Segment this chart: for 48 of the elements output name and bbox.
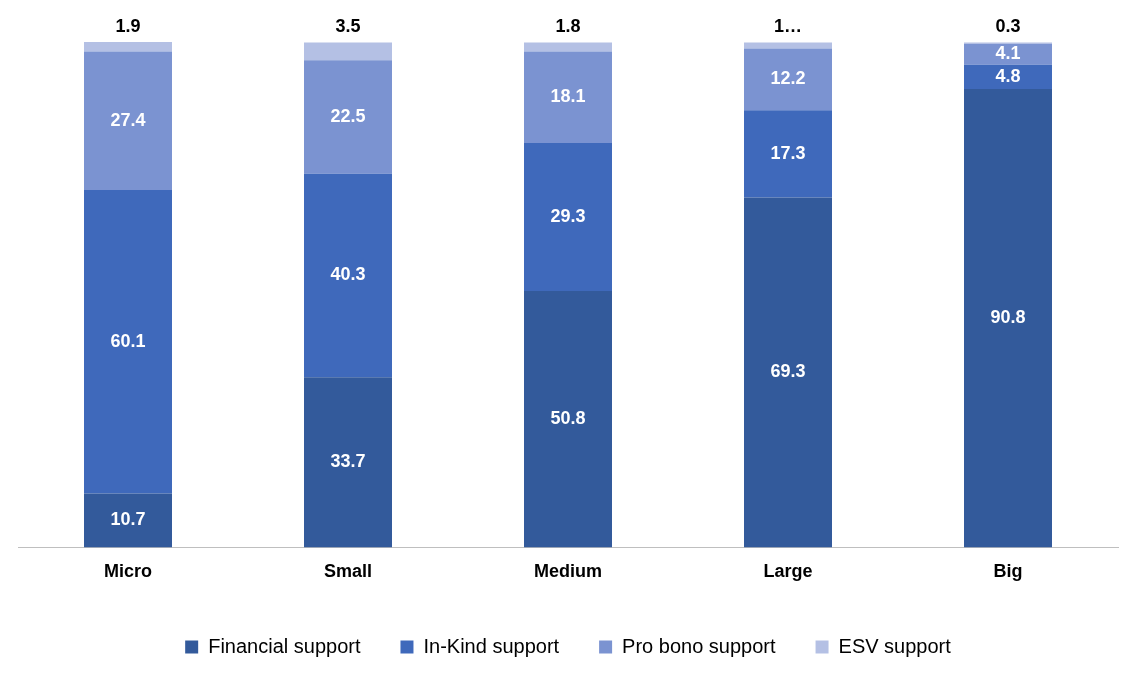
bar [304, 377, 392, 548]
data-label: 3.5 [335, 16, 361, 37]
data-label: 40.3 [330, 264, 366, 285]
data-label: 50.8 [550, 408, 586, 429]
data-label: 1.8 [555, 16, 581, 37]
x-tick-label: Micro [103, 561, 153, 582]
bar [964, 64, 1052, 89]
bar [84, 42, 172, 52]
bar [304, 173, 392, 378]
bar [964, 88, 1052, 548]
bar [744, 42, 832, 49]
legend-label: Financial support [208, 634, 361, 657]
bar [524, 290, 612, 548]
x-tick-label: Medium [533, 561, 603, 582]
data-label: 12.2 [770, 68, 806, 89]
x-tick-label: Small [323, 561, 373, 582]
x-tick-label: Large [763, 561, 813, 582]
data-label: 17.3 [770, 142, 806, 163]
bar [524, 42, 612, 52]
data-label: 22.5 [330, 105, 366, 126]
x-tick-label: Big [993, 561, 1023, 582]
data-label: 1… [773, 16, 803, 37]
bar [84, 493, 172, 548]
legend-label: ESV support [838, 634, 952, 657]
data-label: 4.1 [995, 43, 1021, 64]
bar [744, 110, 832, 198]
bar [524, 51, 612, 143]
data-label: 29.3 [550, 205, 586, 226]
data-label: 60.1 [110, 330, 146, 351]
legend-label: In-Kind support [423, 634, 560, 657]
data-label: 27.4 [110, 109, 146, 130]
bar [84, 189, 172, 494]
bar [304, 42, 392, 61]
data-label: 90.8 [990, 307, 1026, 328]
data-label: 10.7 [110, 509, 146, 530]
bar [964, 44, 1052, 65]
data-label: 4.8 [995, 65, 1021, 86]
bar [84, 51, 172, 190]
bar [744, 48, 832, 111]
legend-label: Pro bono support [622, 634, 776, 657]
bar [304, 60, 392, 174]
bar [524, 142, 612, 291]
data-label: 69.3 [770, 361, 806, 382]
data-label: 33.7 [330, 451, 366, 472]
bar [744, 197, 832, 548]
data-label: 18.1 [550, 86, 586, 107]
data-label: 1.9 [115, 15, 141, 36]
data-label: 0.3 [995, 16, 1021, 37]
